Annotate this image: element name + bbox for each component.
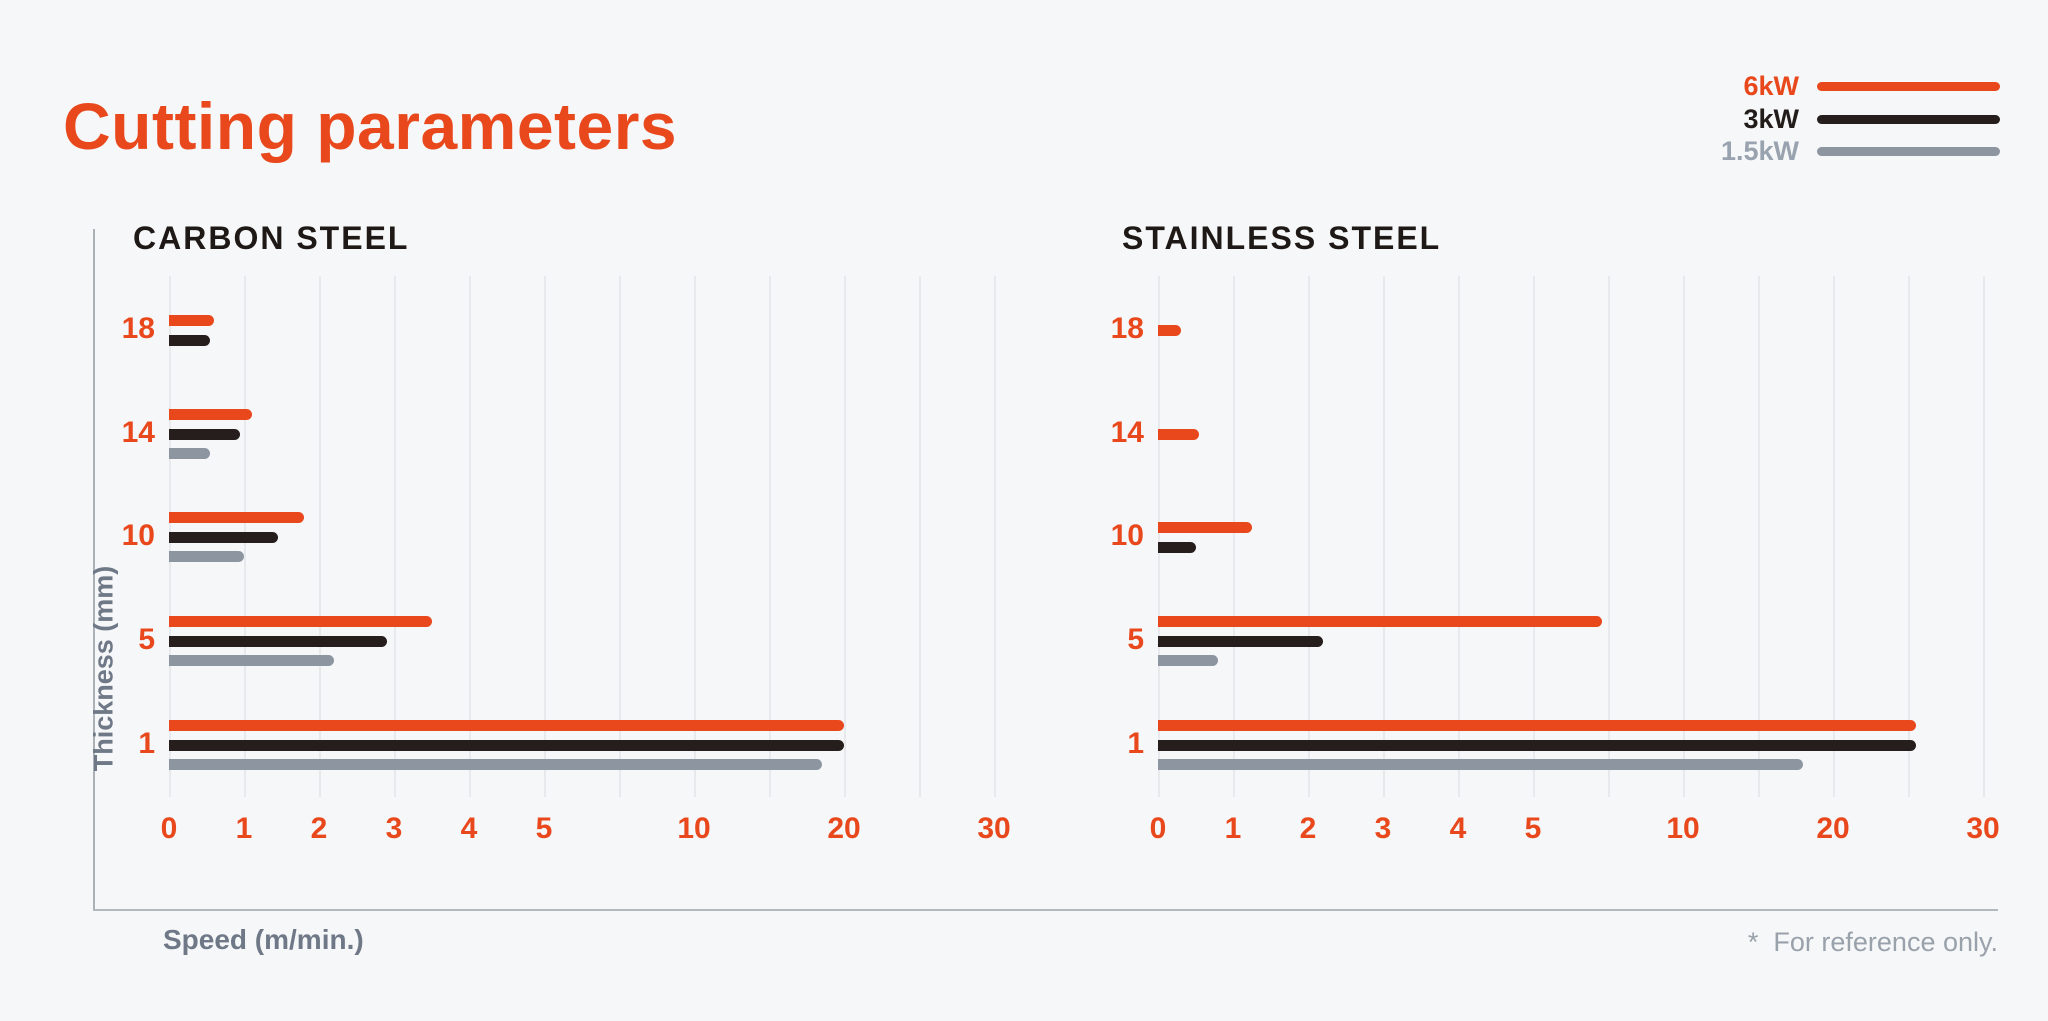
gridline xyxy=(1233,276,1235,797)
bar-6kw-thickness-10 xyxy=(169,512,304,523)
bar-6kw-thickness-14 xyxy=(1158,428,1200,440)
y-category-label: 5 xyxy=(1127,623,1144,656)
legend-label-3kw: 3kW xyxy=(1743,103,1799,134)
bar-6kw-thickness-1 xyxy=(169,720,844,731)
y-category-label: 10 xyxy=(1110,519,1144,552)
legend-label-1-5kw: 1.5kW xyxy=(1720,135,1799,166)
gridline xyxy=(769,276,771,797)
gridline xyxy=(1533,276,1535,797)
y-category-label: 18 xyxy=(121,312,155,345)
bar-3kw-thickness-1 xyxy=(1158,739,1916,751)
x-tick-label: 3 xyxy=(385,812,403,845)
bar-1.5kw-thickness-5 xyxy=(1158,655,1218,666)
bar-1.5kw-thickness-1 xyxy=(1158,759,1803,770)
gridline xyxy=(1833,276,1835,797)
legend-swatch-6kw xyxy=(1817,81,2000,91)
bar-1.5kw-thickness-1 xyxy=(169,759,822,770)
bar-3kw-thickness-10 xyxy=(169,531,278,543)
bar-3kw-thickness-5 xyxy=(169,635,387,647)
page-title: Cutting parameters xyxy=(63,89,678,163)
y-category-label: 10 xyxy=(121,519,155,552)
bar-6kw-thickness-18 xyxy=(169,314,214,326)
bar-3kw-thickness-18 xyxy=(169,334,211,346)
x-tick-label: 20 xyxy=(827,812,861,845)
legend: 6kW 3kW 1.5kW xyxy=(1640,70,2000,172)
x-tick-label: 0 xyxy=(1149,812,1167,845)
bar-6kw-thickness-14 xyxy=(169,409,252,420)
gridline xyxy=(919,276,921,797)
gridline xyxy=(1458,276,1460,797)
gridline xyxy=(1158,276,1160,797)
x-tick-label: 10 xyxy=(677,812,711,845)
bar-3kw-thickness-1 xyxy=(169,739,844,751)
chart-title-carbon-steel: CARBON STEEL xyxy=(133,220,410,256)
x-tick-label: 2 xyxy=(310,812,328,845)
legend-item-6kw: 6kW xyxy=(1659,70,2000,101)
gridline xyxy=(394,276,396,797)
x-tick-label: 10 xyxy=(1666,812,1700,845)
y-category-label: 14 xyxy=(1110,416,1144,449)
x-tick-label: 4 xyxy=(460,812,478,845)
chart-title-stainless-steel: STAINLESS STEEL xyxy=(1122,220,1442,256)
gridline xyxy=(544,276,546,797)
gridline xyxy=(1758,276,1760,797)
bar-6kw-thickness-1 xyxy=(1158,720,1916,731)
y-category-label: 14 xyxy=(121,416,155,449)
legend-label-6kw: 6kW xyxy=(1743,70,1799,101)
gridline xyxy=(1983,276,1985,797)
gridline xyxy=(1608,276,1610,797)
gridline xyxy=(844,276,846,797)
bar-6kw-thickness-10 xyxy=(1158,521,1252,533)
legend-item-3kw: 3kW xyxy=(1659,103,2000,134)
bar-1.5kw-thickness-5 xyxy=(169,655,334,666)
footnote: * For reference only. xyxy=(1747,927,1998,957)
x-tick-label: 30 xyxy=(1966,812,2000,845)
x-axis-title: Speed (m/min.) xyxy=(163,924,364,955)
x-tick-label: 5 xyxy=(1524,812,1542,845)
y-category-label: 1 xyxy=(138,727,155,760)
gridline xyxy=(619,276,621,797)
x-tick-label: 3 xyxy=(1374,812,1392,845)
x-axis-line xyxy=(93,909,1998,911)
legend-item-1-5kw: 1.5kW xyxy=(1659,135,2000,166)
x-tick-label: 20 xyxy=(1816,812,1850,845)
bar-3kw-thickness-14 xyxy=(169,428,241,440)
bar-3kw-thickness-10 xyxy=(1158,541,1196,553)
bar-6kw-thickness-18 xyxy=(1158,324,1181,336)
y-category-label: 18 xyxy=(1110,312,1144,345)
y-axis-line xyxy=(93,229,95,911)
gridline xyxy=(1908,276,1910,797)
gridline xyxy=(994,276,996,797)
bar-6kw-thickness-5 xyxy=(1158,616,1602,627)
gridline xyxy=(319,276,321,797)
gridline xyxy=(1308,276,1310,797)
x-tick-label: 5 xyxy=(535,812,553,845)
y-axis-title: Thickness (mm) xyxy=(88,565,119,772)
gridline xyxy=(1383,276,1385,797)
gridline xyxy=(1683,276,1685,797)
bar-3kw-thickness-5 xyxy=(1158,635,1323,647)
bar-1.5kw-thickness-10 xyxy=(169,551,244,562)
y-category-label: 1 xyxy=(1127,727,1144,760)
gridline xyxy=(694,276,696,797)
x-tick-label: 1 xyxy=(1224,812,1242,845)
bar-6kw-thickness-5 xyxy=(169,616,432,627)
x-tick-label: 4 xyxy=(1449,812,1467,845)
legend-swatch-3kw xyxy=(1817,114,2000,124)
bar-1.5kw-thickness-14 xyxy=(169,448,211,459)
x-tick-label: 0 xyxy=(160,812,178,845)
x-tick-label: 30 xyxy=(977,812,1011,845)
legend-swatch-1-5kw xyxy=(1817,146,2000,156)
y-category-label: 5 xyxy=(138,623,155,656)
gridline xyxy=(469,276,471,797)
x-tick-label: 1 xyxy=(235,812,253,845)
x-tick-label: 2 xyxy=(1299,812,1317,845)
